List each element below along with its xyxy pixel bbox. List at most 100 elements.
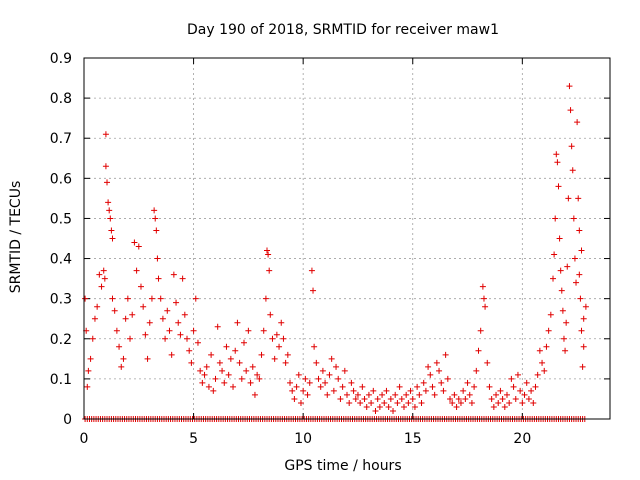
data-point — [166, 327, 173, 334]
data-point — [208, 351, 215, 358]
data-point — [460, 387, 467, 394]
data-point — [495, 399, 502, 406]
data-point — [582, 303, 589, 310]
data-point — [575, 195, 582, 202]
data-point — [100, 267, 107, 274]
data-point — [240, 339, 247, 346]
data-point — [267, 311, 274, 318]
data-point — [317, 383, 324, 390]
data-point — [168, 351, 175, 358]
y-tick-label: 0.9 — [50, 51, 72, 67]
data-point — [536, 347, 543, 354]
data-point — [322, 379, 329, 386]
data-point — [451, 391, 458, 398]
data-point — [562, 347, 569, 354]
data-point — [89, 335, 96, 342]
data-point — [427, 371, 434, 378]
data-point — [501, 403, 508, 410]
data-point — [269, 335, 276, 342]
data-point — [573, 279, 580, 286]
data-point — [344, 391, 350, 398]
data-point — [525, 395, 532, 402]
data-point — [361, 395, 368, 402]
data-point — [216, 359, 223, 366]
grid — [83, 57, 610, 420]
data-point — [563, 319, 570, 326]
data-point — [429, 383, 436, 390]
data-point — [284, 351, 291, 358]
data-point — [225, 371, 232, 378]
data-point — [201, 371, 208, 378]
data-point — [370, 387, 377, 394]
data-point — [137, 283, 144, 290]
x-tick-label: 10 — [294, 431, 312, 447]
data-point — [341, 367, 348, 374]
data-point — [221, 379, 228, 386]
y-axis-label: SRMTID / TECUs — [8, 181, 24, 294]
data-point — [256, 375, 263, 382]
data-point — [179, 275, 186, 282]
data-point — [464, 379, 471, 386]
x-tick-label: 0 — [80, 431, 89, 447]
data-point — [85, 367, 92, 374]
data-point — [396, 383, 403, 390]
data-point — [311, 343, 318, 350]
data-point — [118, 363, 125, 370]
data-point — [523, 379, 530, 386]
data-point — [306, 379, 313, 386]
data-point — [155, 275, 162, 282]
data-point — [457, 399, 464, 406]
data-point — [159, 315, 166, 322]
data-point — [354, 391, 361, 398]
data-point — [385, 403, 392, 410]
data-point — [400, 403, 407, 410]
data-point — [365, 391, 372, 398]
data-point — [576, 227, 583, 234]
data-point — [197, 367, 204, 374]
data-point — [528, 387, 535, 394]
data-point — [414, 383, 421, 390]
data-point — [479, 283, 486, 290]
data-point — [506, 399, 513, 406]
data-point — [570, 215, 577, 222]
data-point — [214, 323, 221, 330]
data-point — [455, 395, 462, 402]
y-tick-label: 0.3 — [50, 292, 72, 308]
data-point — [510, 383, 517, 390]
data-point — [247, 379, 254, 386]
y-tick-label: 0.5 — [50, 211, 72, 227]
y-tick-label: 0.4 — [50, 252, 72, 268]
data-point — [293, 383, 300, 390]
data-point — [96, 271, 103, 278]
data-point — [146, 319, 153, 326]
data-point — [181, 311, 188, 318]
data-point — [133, 267, 140, 274]
y-tick-label: 0.2 — [50, 332, 72, 348]
data-point — [368, 399, 375, 406]
data-point — [348, 379, 355, 386]
data-point — [398, 395, 405, 402]
data-point — [91, 315, 98, 322]
data-point — [144, 355, 151, 362]
data-point — [576, 271, 583, 278]
data-point — [140, 303, 147, 310]
x-tick-label: 15 — [404, 431, 422, 447]
data-point — [379, 391, 386, 398]
data-point — [152, 215, 159, 222]
data-point — [324, 391, 331, 398]
data-point — [142, 331, 149, 338]
data-point — [266, 267, 273, 274]
data-point — [387, 395, 394, 402]
data-point — [101, 275, 108, 282]
data-point — [291, 395, 298, 402]
data-point — [330, 387, 337, 394]
data-point — [579, 363, 586, 370]
data-point — [449, 399, 456, 406]
data-point — [282, 359, 289, 366]
data-point — [543, 343, 550, 350]
data-point — [105, 199, 112, 206]
data-point — [517, 387, 524, 394]
data-point — [135, 243, 142, 250]
data-point — [559, 307, 566, 314]
data-point — [227, 355, 234, 362]
